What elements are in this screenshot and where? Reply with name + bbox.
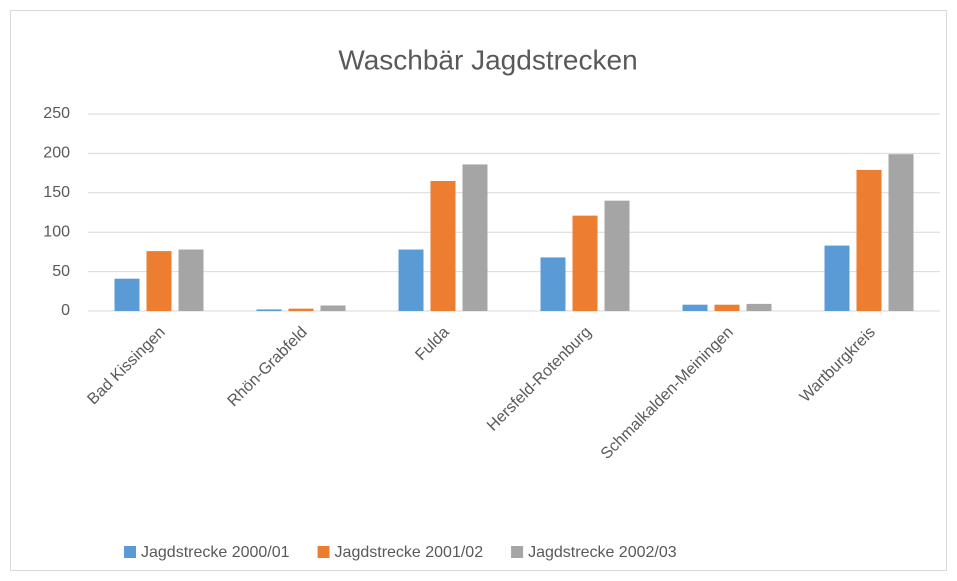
bar — [714, 304, 740, 311]
y-tick-label: 0 — [61, 302, 70, 319]
legend-swatch — [317, 546, 330, 558]
y-tick-label: 100 — [43, 223, 70, 240]
y-tick-label: 200 — [43, 145, 70, 162]
bar — [746, 303, 772, 311]
legend-swatch — [511, 546, 524, 558]
bar — [572, 215, 598, 311]
bar — [288, 308, 314, 311]
bar — [146, 251, 172, 311]
bar — [540, 257, 566, 311]
bar — [178, 249, 204, 311]
legend-label: Jagdstrecke 2000/01 — [141, 544, 290, 561]
bar — [430, 180, 456, 311]
y-tick-label: 250 — [43, 105, 70, 122]
legend-label: Jagdstrecke 2001/02 — [335, 544, 484, 561]
bar — [604, 200, 630, 311]
bar — [856, 169, 882, 311]
chart-title: Waschbär Jagdstrecken — [338, 44, 637, 75]
bar — [824, 245, 850, 311]
bar — [888, 154, 914, 311]
bar — [462, 164, 488, 311]
y-tick-label: 150 — [43, 184, 70, 201]
y-tick-label: 50 — [52, 263, 70, 280]
legend-label: Jagdstrecke 2002/03 — [528, 544, 677, 561]
bar — [682, 304, 708, 311]
bar — [114, 278, 140, 311]
legend-swatch — [124, 546, 136, 558]
bar — [256, 309, 282, 311]
bar — [398, 249, 424, 311]
bar — [320, 305, 346, 311]
